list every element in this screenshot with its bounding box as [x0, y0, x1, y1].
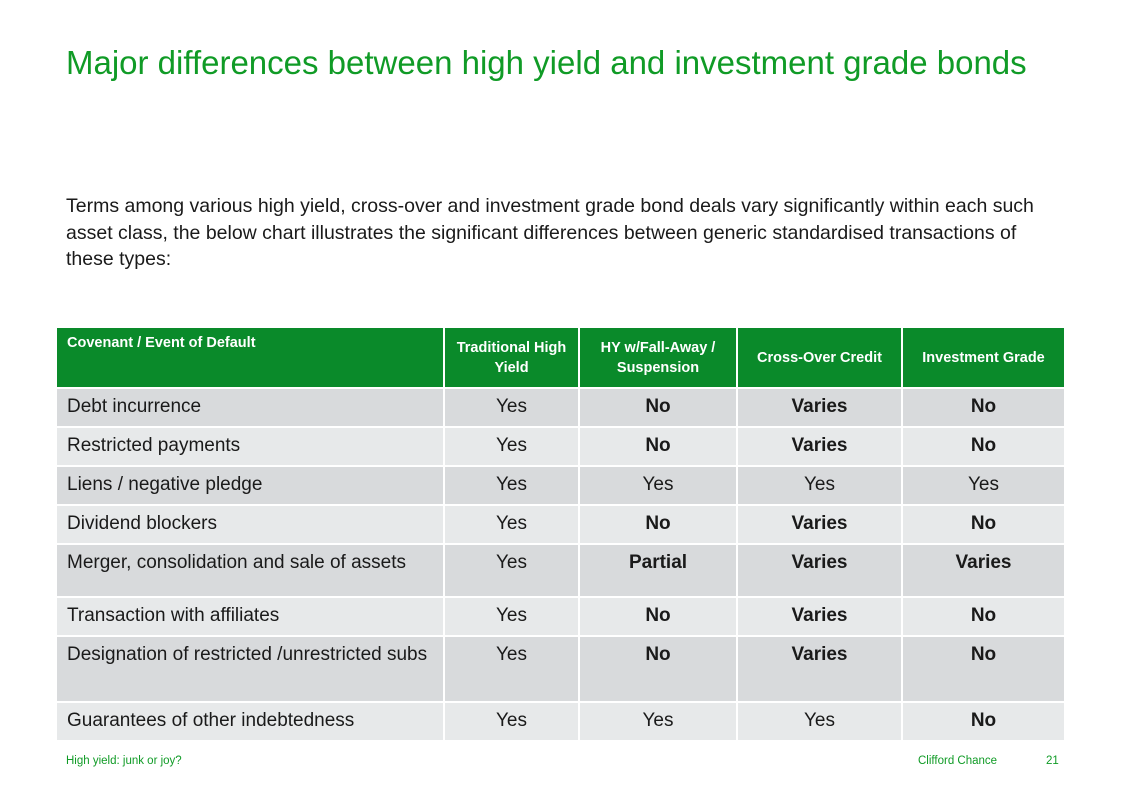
row-label: Guarantees of other indebtedness: [57, 702, 445, 742]
table-cell: No: [579, 505, 738, 545]
table-cell: Yes: [444, 544, 580, 598]
column-header-covenant: Covenant / Event of Default: [57, 328, 445, 389]
table-cell: Yes: [444, 597, 580, 637]
table-cell: Yes: [444, 427, 580, 467]
table-cell: Yes: [444, 636, 580, 703]
table-cell: No: [902, 636, 1066, 703]
footer-page-number: 21: [1046, 755, 1059, 767]
table-row: Merger, consolidation and sale of assets…: [57, 544, 1066, 598]
row-label: Liens / negative pledge: [57, 466, 445, 506]
table-body: Debt incurrence Yes No Varies No Restricted p…: [57, 388, 1066, 742]
table-cell: No: [579, 427, 738, 467]
table-cell: No: [902, 597, 1066, 637]
row-label: Dividend blockers: [57, 505, 445, 545]
table-cell: Varies: [737, 388, 903, 428]
table-row: Dividend blockers Yes No Varies No: [57, 505, 1066, 545]
table-cell: No: [579, 597, 738, 637]
table-cell: Yes: [737, 702, 903, 742]
table-cell: Yes: [444, 702, 580, 742]
table-cell: No: [902, 427, 1066, 467]
column-header-cross-over-credit: Cross-Over Credit: [737, 328, 903, 389]
row-label: Debt incurrence: [57, 388, 445, 428]
table-cell: Yes: [737, 466, 903, 506]
row-label: Merger, consolidation and sale of assets: [57, 544, 445, 598]
table-row: Debt incurrence Yes No Varies No: [57, 388, 1066, 428]
row-label: Designation of restricted /unrestricted …: [57, 636, 445, 703]
table-cell: No: [902, 388, 1066, 428]
table-header-row: Covenant / Event of Default Traditional …: [57, 328, 1066, 389]
table-cell: Yes: [444, 505, 580, 545]
column-header-traditional-high-yield: Traditional High Yield: [444, 328, 580, 389]
table-row: Transaction with affiliates Yes No Varies No: [57, 597, 1066, 637]
footer-company: Clifford Chance: [918, 755, 998, 767]
table-cell: No: [902, 505, 1066, 545]
table-cell: Yes: [579, 702, 738, 742]
table-cell: Partial: [579, 544, 738, 598]
table-cell: Varies: [737, 636, 903, 703]
table-cell: No: [579, 636, 738, 703]
table-row: Guarantees of other indebtedness Yes Yes Ye…: [57, 702, 1066, 742]
table-cell: No: [579, 388, 738, 428]
row-label: Transaction with affiliates: [57, 597, 445, 637]
table-cell: Yes: [579, 466, 738, 506]
table-cell: Yes: [444, 466, 580, 506]
table-cell: Varies: [737, 597, 903, 637]
table-cell: Varies: [902, 544, 1066, 598]
table-cell: Yes: [902, 466, 1066, 506]
table-cell: Varies: [737, 544, 903, 598]
column-header-investment-grade: Investment Grade: [902, 328, 1066, 389]
table-row: Liens / negative pledge Yes Yes Yes Yes: [57, 466, 1066, 506]
table-cell: No: [902, 702, 1066, 742]
table-row: Designation of restricted /unrestricted …: [57, 636, 1066, 703]
table-row: Restricted payments Yes No Varies No: [57, 427, 1066, 467]
table-cell: Varies: [737, 427, 903, 467]
table-cell: Varies: [737, 505, 903, 545]
row-label: Restricted payments: [57, 427, 445, 467]
table-cell: Yes: [444, 388, 580, 428]
covenant-comparison-table: Covenant / Event of Default Traditional …: [57, 328, 1066, 742]
column-header-hy-fall-away: HY w/Fall-Away / Suspension: [579, 328, 738, 389]
footer-deck-title: High yield: junk or joy?: [66, 755, 182, 767]
page-title: Major differences between high yield and…: [66, 44, 1027, 81]
intro-paragraph: Terms among various high yield, cross-ov…: [66, 195, 1034, 270]
